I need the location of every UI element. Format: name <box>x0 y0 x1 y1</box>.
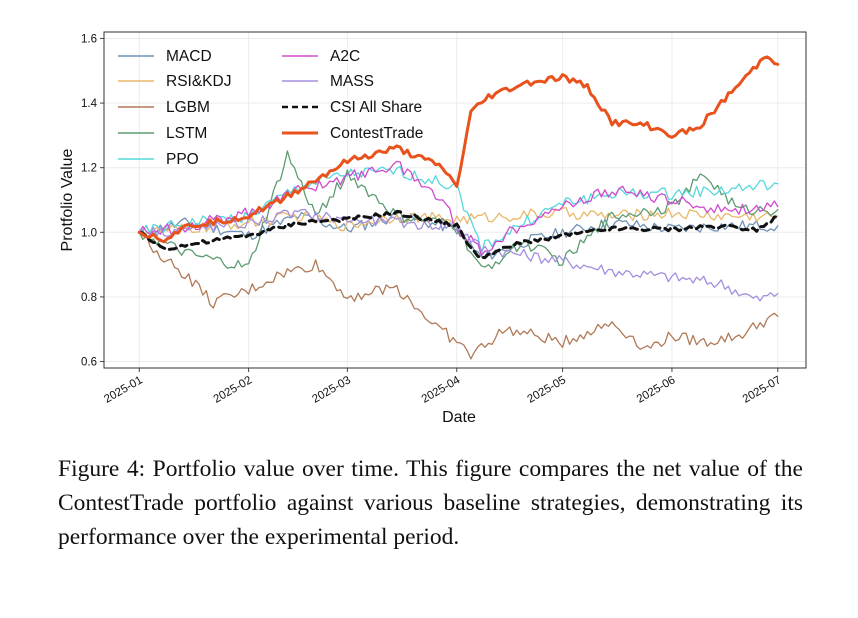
legend-label: PPO <box>166 151 199 168</box>
x-tick-label: 2025-01 <box>102 374 145 406</box>
x-tick-label: 2025-02 <box>212 374 255 406</box>
y-tick-label: 1.4 <box>81 98 98 110</box>
legend-label: LSTM <box>166 125 207 142</box>
legend-label: MACD <box>166 48 212 65</box>
x-tick-label: 2025-07 <box>741 374 784 406</box>
y-tick-label: 1.6 <box>81 33 97 45</box>
legend-label: ContestTrade <box>330 125 423 142</box>
portfolio-value-chart: 0.6 0.8 1.0 1.2 1.4 1.6 2025-01 2025-02 2025-03 2… <box>59 31 807 426</box>
figure-caption: Figure 4: Portfolio value over time. Thi… <box>58 456 803 550</box>
x-tick-label: 2025-04 <box>420 374 463 406</box>
x-axis-label: Date <box>442 409 476 426</box>
series-line-csi-all-share <box>137 209 780 260</box>
series-line-lgbm <box>138 231 779 360</box>
x-tick-label: 2025-05 <box>526 374 569 406</box>
legend-label: A2C <box>330 48 360 65</box>
series-line-lstm <box>138 150 779 270</box>
y-tick-label: 0.8 <box>81 292 97 304</box>
y-axis-label: Protfolio Value <box>59 148 76 251</box>
plot-border <box>103 31 807 369</box>
plot-area <box>104 32 806 368</box>
y-tick-label: 1.2 <box>81 163 97 175</box>
series-line-contesttrade <box>137 55 780 244</box>
legend-label: CSI All Share <box>330 99 422 116</box>
x-tick-label: 2025-06 <box>635 374 678 406</box>
chart-canvas: 0.6 0.8 1.0 1.2 1.4 1.6 2025-01 2025-02 2025-03 2… <box>59 31 807 426</box>
series-line-mass <box>138 208 779 302</box>
y-tick-label: 1.0 <box>81 227 97 239</box>
legend-label: RSI&KDJ <box>166 73 231 90</box>
legend-label: LGBM <box>166 99 210 116</box>
series-line-a2c <box>138 160 779 257</box>
y-tick-label: 0.6 <box>81 357 97 369</box>
legend-label: MASS <box>330 73 374 90</box>
x-tick-label: 2025-03 <box>310 374 353 406</box>
series-line-rsi-kdj <box>138 206 779 238</box>
series-lines <box>137 55 780 360</box>
series-line-ppo <box>138 165 779 255</box>
